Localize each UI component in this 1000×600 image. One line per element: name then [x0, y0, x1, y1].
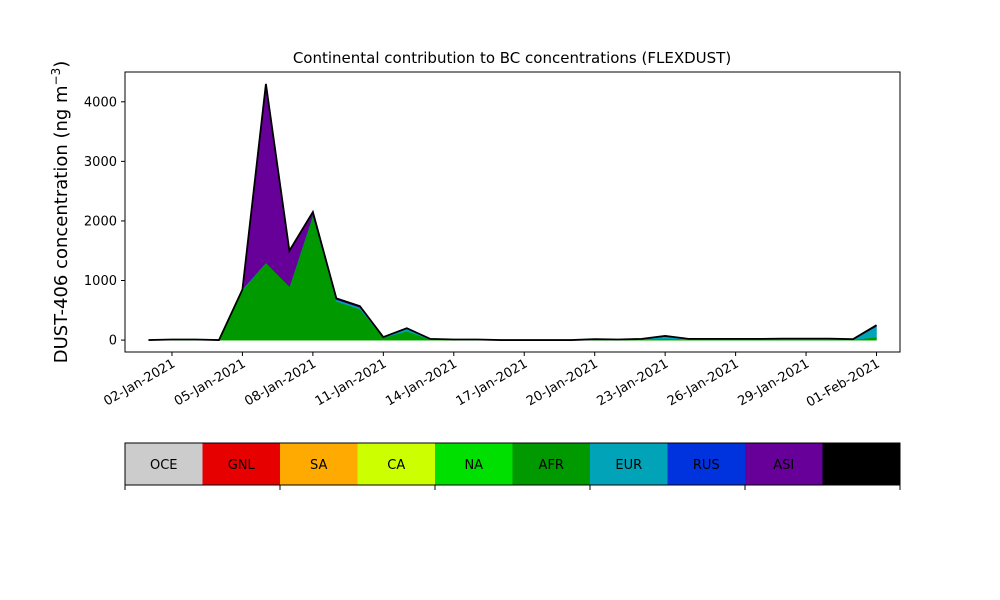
- colorbar-ticks: [124, 485, 901, 490]
- legend-swatch: [280, 443, 358, 485]
- y-tick-label: 0: [109, 334, 117, 349]
- y-label-sup: −3: [49, 68, 63, 86]
- x-tick-label: 17-Jan-2021: [454, 356, 531, 409]
- x-tick-label: 11-Jan-2021: [313, 356, 390, 409]
- y-label-text: DUST-406 concentration (ng m: [51, 85, 72, 363]
- y-tick-label: 4000: [84, 95, 117, 110]
- x-tick-label: 23-Jan-2021: [595, 356, 672, 409]
- x-tick-label: 20-Jan-2021: [524, 356, 601, 409]
- legend-label: ASI: [773, 458, 794, 473]
- legend-label: GNL: [228, 458, 256, 473]
- legend-swatch: [745, 443, 823, 485]
- legend-label: OCE: [150, 458, 178, 473]
- x-tick-label: 01-Feb-2021: [804, 356, 883, 410]
- legend-swatch: [512, 443, 590, 485]
- legend-label: NA: [464, 458, 483, 473]
- x-tick-label: 02-Jan-2021: [101, 356, 178, 409]
- x-tick-label: 14-Jan-2021: [383, 356, 460, 409]
- legend-swatch: [125, 443, 203, 485]
- chart-title: Continental contribution to BC concentra…: [293, 49, 731, 67]
- colorbar: OCE GNL SA CA NA AFR EUR RUS ASI AUS: [125, 443, 900, 485]
- legend-swatch: [435, 443, 513, 485]
- plot-frame: [124, 71, 901, 353]
- x-tick-label: 29-Jan-2021: [735, 356, 812, 409]
- legend-swatch: [202, 443, 280, 485]
- y-tick-label: 2000: [84, 214, 117, 229]
- y-label-end: ): [51, 61, 72, 68]
- x-tick-label: 26-Jan-2021: [665, 356, 742, 409]
- legend-swatch: [590, 443, 668, 485]
- legend-label: RUS: [693, 458, 720, 473]
- legend-label: SA: [310, 458, 327, 473]
- y-axis-label: DUST-406 concentration (ng m−3): [49, 61, 72, 364]
- legend-swatch: [357, 443, 435, 485]
- colorbar-frame: [124, 442, 901, 486]
- plot-area: [148, 83, 877, 341]
- legend-label: EUR: [615, 458, 642, 473]
- legend-swatch: [822, 443, 900, 485]
- x-tick-label: 08-Jan-2021: [242, 356, 319, 409]
- y-tick-label: 1000: [84, 274, 117, 289]
- legend-label: AFR: [539, 458, 564, 473]
- x-tick-label: 05-Jan-2021: [172, 356, 249, 409]
- legend-swatch: [667, 443, 745, 485]
- legend-label: AUS: [848, 458, 875, 473]
- y-tick-label: 3000: [84, 155, 117, 170]
- legend-label: CA: [387, 458, 405, 473]
